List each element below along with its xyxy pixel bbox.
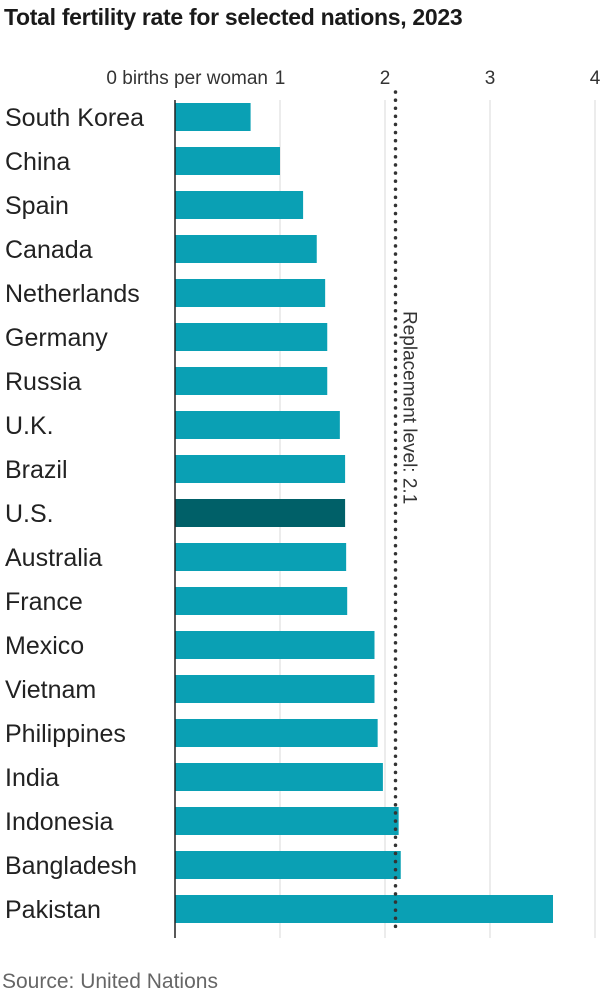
- category-label-mexico: Mexico: [5, 632, 84, 660]
- bar-germany: [175, 323, 328, 351]
- bar-indonesia: [175, 807, 399, 835]
- category-label-u-k: U.K.: [5, 412, 54, 440]
- category-label-u-s: U.S.: [5, 500, 54, 528]
- bar-u-s: [175, 499, 346, 527]
- category-label-spain: Spain: [5, 192, 69, 220]
- category-label-vietnam: Vietnam: [5, 676, 96, 704]
- category-label-philippines: Philippines: [5, 720, 126, 748]
- bar-australia: [175, 543, 347, 571]
- bar-brazil: [175, 455, 346, 483]
- category-label-france: France: [5, 588, 83, 616]
- x-tick-label-1: 1: [275, 68, 286, 89]
- source-note: Source: United Nations: [2, 970, 218, 993]
- replacement-line-label: Replacement level: 2.1: [399, 311, 420, 504]
- bar-south-korea: [175, 103, 251, 131]
- category-label-germany: Germany: [5, 324, 108, 352]
- category-label-south-korea: South Korea: [5, 104, 144, 132]
- category-label-russia: Russia: [5, 368, 82, 396]
- category-label-pakistan: Pakistan: [5, 896, 101, 924]
- category-label-china: China: [5, 148, 70, 176]
- bar-russia: [175, 367, 328, 395]
- bar-france: [175, 587, 348, 615]
- x-tick-labels: 0 births per woman 1 2 3 4: [106, 68, 600, 89]
- bar-vietnam: [175, 675, 375, 703]
- bar-pakistan: [175, 895, 553, 923]
- bar-spain: [175, 191, 304, 219]
- bar-philippines: [175, 719, 378, 747]
- reference-line-group: Replacement level: 2.1: [174, 90, 420, 938]
- x-tick-label-4: 4: [590, 68, 600, 89]
- bar-u-k: [175, 411, 340, 439]
- bar-netherlands: [175, 279, 326, 307]
- category-label-australia: Australia: [5, 544, 102, 572]
- category-label-brazil: Brazil: [5, 456, 68, 484]
- bar-bangladesh: [175, 851, 401, 879]
- chart-title: Total fertility rate for selected nation…: [4, 4, 463, 30]
- bar-mexico: [175, 631, 375, 659]
- category-label-netherlands: Netherlands: [5, 280, 140, 308]
- x-tick-label-3: 3: [485, 68, 496, 89]
- bar-china: [175, 147, 280, 175]
- category-label-canada: Canada: [5, 236, 93, 264]
- bar-canada: [175, 235, 317, 263]
- bar-india: [175, 763, 383, 791]
- x-tick-label-0: 0 births per woman: [106, 68, 268, 89]
- category-label-india: India: [5, 764, 59, 792]
- category-label-indonesia: Indonesia: [5, 808, 114, 836]
- bars: [175, 103, 553, 923]
- category-label-bangladesh: Bangladesh: [5, 852, 137, 880]
- x-tick-label-2: 2: [380, 68, 391, 89]
- category-labels: South Korea China Spain Canada Netherlands Ge…: [5, 104, 144, 924]
